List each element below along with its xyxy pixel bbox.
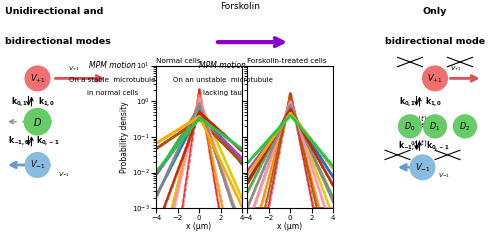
Text: $V_{+1}$: $V_{+1}$ [450, 64, 462, 73]
Text: bidirectional modes: bidirectional modes [5, 37, 111, 46]
Text: $\psi_1(t)$: $\psi_1(t)$ [410, 137, 428, 148]
Circle shape [24, 109, 50, 135]
Text: $\mathbf{k_{1,0}}$: $\mathbf{k_{1,0}}$ [38, 95, 55, 109]
Text: $V_{+1}$: $V_{+1}$ [30, 72, 46, 85]
Text: $D_2$: $D_2$ [460, 120, 470, 133]
Text: MPM motion: MPM motion [89, 61, 136, 70]
Text: $\mathbf{k_{0,1}}$: $\mathbf{k_{0,1}}$ [11, 95, 28, 109]
Text: $\mathbf{k_{0,-1}}$: $\mathbf{k_{0,-1}}$ [36, 135, 60, 148]
Circle shape [454, 115, 476, 138]
Text: $V_{-1}$: $V_{-1}$ [438, 171, 450, 180]
Text: Forskolin: Forskolin [220, 2, 260, 11]
Circle shape [410, 155, 435, 180]
Text: $V_{-1}$: $V_{-1}$ [30, 159, 46, 171]
X-axis label: x (μm): x (μm) [278, 222, 302, 231]
Text: Unidirectional and: Unidirectional and [5, 7, 103, 16]
Text: $V_{-1}$: $V_{-1}$ [58, 170, 70, 179]
Text: Only: Only [423, 7, 447, 16]
Circle shape [25, 66, 50, 91]
X-axis label: x (μm): x (μm) [186, 222, 212, 231]
Circle shape [424, 115, 446, 138]
Text: $V_{-1}$: $V_{-1}$ [414, 161, 430, 174]
Text: in normal cells: in normal cells [87, 90, 138, 96]
Text: $V_{+1}$: $V_{+1}$ [427, 72, 443, 85]
Text: $D_1$: $D_1$ [430, 120, 440, 133]
Circle shape [398, 115, 421, 138]
Text: $\mathbf{k_{1,0}}$: $\mathbf{k_{1,0}}$ [425, 95, 442, 109]
Text: $\mathbf{k_{0,-1}}$: $\mathbf{k_{0,-1}}$ [426, 139, 450, 153]
Circle shape [422, 66, 448, 91]
Text: $D_0$: $D_0$ [404, 120, 415, 133]
Text: MPM motion: MPM motion [199, 61, 246, 70]
Text: bidirectional mode: bidirectional mode [385, 37, 485, 46]
Y-axis label: Probability density: Probability density [120, 101, 129, 173]
Text: $D$: $D$ [33, 116, 42, 128]
Text: $\psi_0(t)$: $\psi_0(t)$ [410, 113, 428, 124]
Text: $\mathbf{k_{0,1}}$: $\mathbf{k_{0,1}}$ [399, 95, 416, 109]
Circle shape [25, 153, 50, 177]
Text: On an unstable  microtubule: On an unstable microtubule [172, 77, 272, 83]
Text: Forskolin-treated cells: Forskolin-treated cells [247, 58, 326, 64]
Text: lacking tau: lacking tau [203, 90, 242, 96]
Text: $V_{+1}$: $V_{+1}$ [68, 64, 80, 73]
Text: $\mathbf{k_{-1,0}}$: $\mathbf{k_{-1,0}}$ [398, 139, 419, 153]
Text: On a stable  microtubule: On a stable microtubule [70, 77, 156, 83]
Text: $\mathbf{k_{-1,0}}$: $\mathbf{k_{-1,0}}$ [8, 135, 30, 148]
Text: Normal cells: Normal cells [156, 58, 200, 64]
